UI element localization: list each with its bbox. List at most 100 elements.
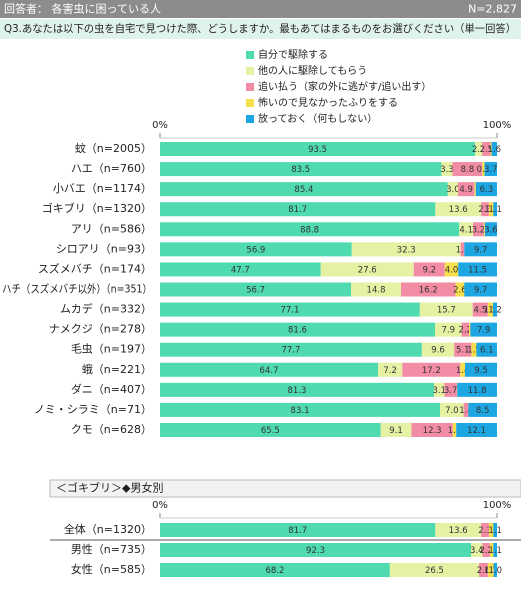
bar-segment (475, 142, 483, 156)
value-label: 3.4 (470, 546, 484, 556)
value-label: 81.7 (288, 205, 307, 215)
legend-swatch (246, 99, 254, 107)
value-label: 32.3 (397, 245, 416, 255)
category-label: シロアリ（n=93） (56, 242, 152, 255)
bar-segment (492, 302, 497, 317)
value-label: 3.6 (484, 225, 498, 235)
bar-segment (491, 142, 497, 156)
bar-segment (459, 222, 474, 237)
legend-label: 追い払う（家の外に逃がす/追い出す） (258, 80, 431, 93)
value-label: 3.2 (472, 225, 486, 235)
value-label: 12.3 (423, 426, 442, 436)
category-label: ゴキブリ（n=1320） (42, 201, 152, 215)
value-label: 2.6 (477, 566, 491, 576)
value-label: 9.7 (474, 285, 488, 295)
legend-label: 他の人に駆除してもらう (258, 64, 367, 77)
header-bar (0, 0, 521, 18)
value-label: 64.7 (260, 366, 279, 376)
bar-segment (160, 242, 352, 257)
bar-segment (160, 362, 379, 377)
category-label: クモ（n=628） (71, 423, 152, 436)
value-label: 1.5 (467, 346, 481, 356)
bar-segment (160, 322, 435, 337)
legend-label: 自分で駆除する (258, 48, 328, 61)
category-label: ムカデ（n=332） (60, 302, 152, 316)
value-label: 2.3 (478, 526, 492, 536)
value-label: 77.1 (280, 306, 299, 316)
bar-segment (493, 543, 497, 557)
sample-size: N=2,827 (468, 3, 517, 16)
bar-segment (378, 362, 403, 377)
value-label: 17.2 (422, 366, 441, 376)
bar-segment (160, 202, 436, 217)
bar-segment (488, 523, 494, 537)
bar-segment (440, 402, 464, 417)
bar-segment (441, 162, 453, 177)
value-label: 9.2 (422, 265, 436, 275)
value-label: 7.9 (442, 326, 456, 336)
value-label: 8.8 (461, 165, 475, 175)
bar-segment (476, 342, 497, 357)
bar-segment (471, 342, 477, 357)
value-label: 2.2 (479, 546, 493, 556)
bar-segment (493, 523, 497, 537)
bar-segment (493, 202, 497, 217)
value-label: 13.6 (449, 205, 468, 215)
bar-segment (482, 162, 485, 177)
bar-segment (457, 382, 497, 397)
bar-segment (474, 182, 476, 197)
bar-segment (351, 242, 461, 257)
bar-segment (447, 182, 458, 197)
value-label: 1.0 (448, 426, 462, 436)
bar-segment (435, 523, 482, 537)
legend-swatch (246, 51, 254, 59)
bar-segment (487, 563, 494, 577)
bar-segment (484, 162, 497, 177)
value-label: 4.0 (445, 265, 459, 275)
bar-segment (411, 422, 453, 437)
category-label: スズメバチ（n=174） (38, 261, 152, 275)
value-label: 1.7 (484, 566, 498, 576)
category-label: ナメクジ（n=278） (49, 323, 152, 336)
bar-segment (493, 563, 497, 577)
bar-segment (464, 242, 497, 257)
value-label: 9.7 (474, 245, 488, 255)
value-label: 6.3 (480, 185, 494, 195)
bar-segment (320, 262, 414, 277)
legend-swatch (246, 67, 254, 75)
value-label: 65.5 (261, 426, 280, 436)
value-label: 56.7 (246, 285, 265, 295)
value-label: 4.5 (474, 306, 488, 316)
value-label: 8.5 (476, 406, 490, 416)
category-label: 蛾（n=221） (82, 363, 152, 376)
bar-segment (419, 302, 473, 317)
value-label: 3.0 (446, 185, 460, 195)
legend-label: 怖いので見なかったふりをする (258, 96, 398, 109)
value-label: 27.6 (358, 265, 377, 275)
bar-segment (463, 402, 469, 417)
value-label: 4.1 (459, 225, 473, 235)
bar-segment (160, 282, 352, 297)
value-label: 2.5 (480, 145, 494, 155)
value-label: 6.1 (480, 346, 494, 356)
bar-segment (471, 543, 483, 557)
question: Q3.あなたは以下の虫を自宅で見つけた際、どうしますか。最もあてはまるものをお選… (4, 22, 516, 35)
bar-segment (452, 422, 457, 437)
value-label: 11.5 (468, 265, 487, 275)
bar-segment (160, 142, 476, 156)
question-band (0, 19, 521, 39)
value-label: 3.3 (440, 165, 454, 175)
bar-segment (160, 162, 442, 177)
category-label: アリ（n=586） (71, 222, 152, 235)
category-label: ダニ（n=407） (71, 382, 152, 396)
value-label: 1.1 (488, 205, 502, 215)
category-label: 男性（n=735） (71, 542, 152, 556)
bar-segment (160, 543, 472, 557)
value-label: 13.6 (449, 526, 468, 536)
bar-segment (460, 242, 465, 257)
value-label: 2.1 (472, 145, 486, 155)
bar-segment (487, 302, 493, 317)
bar-segment (481, 523, 489, 537)
category-label: 全体（n=1320） (64, 522, 152, 536)
bar-segment (461, 322, 470, 337)
